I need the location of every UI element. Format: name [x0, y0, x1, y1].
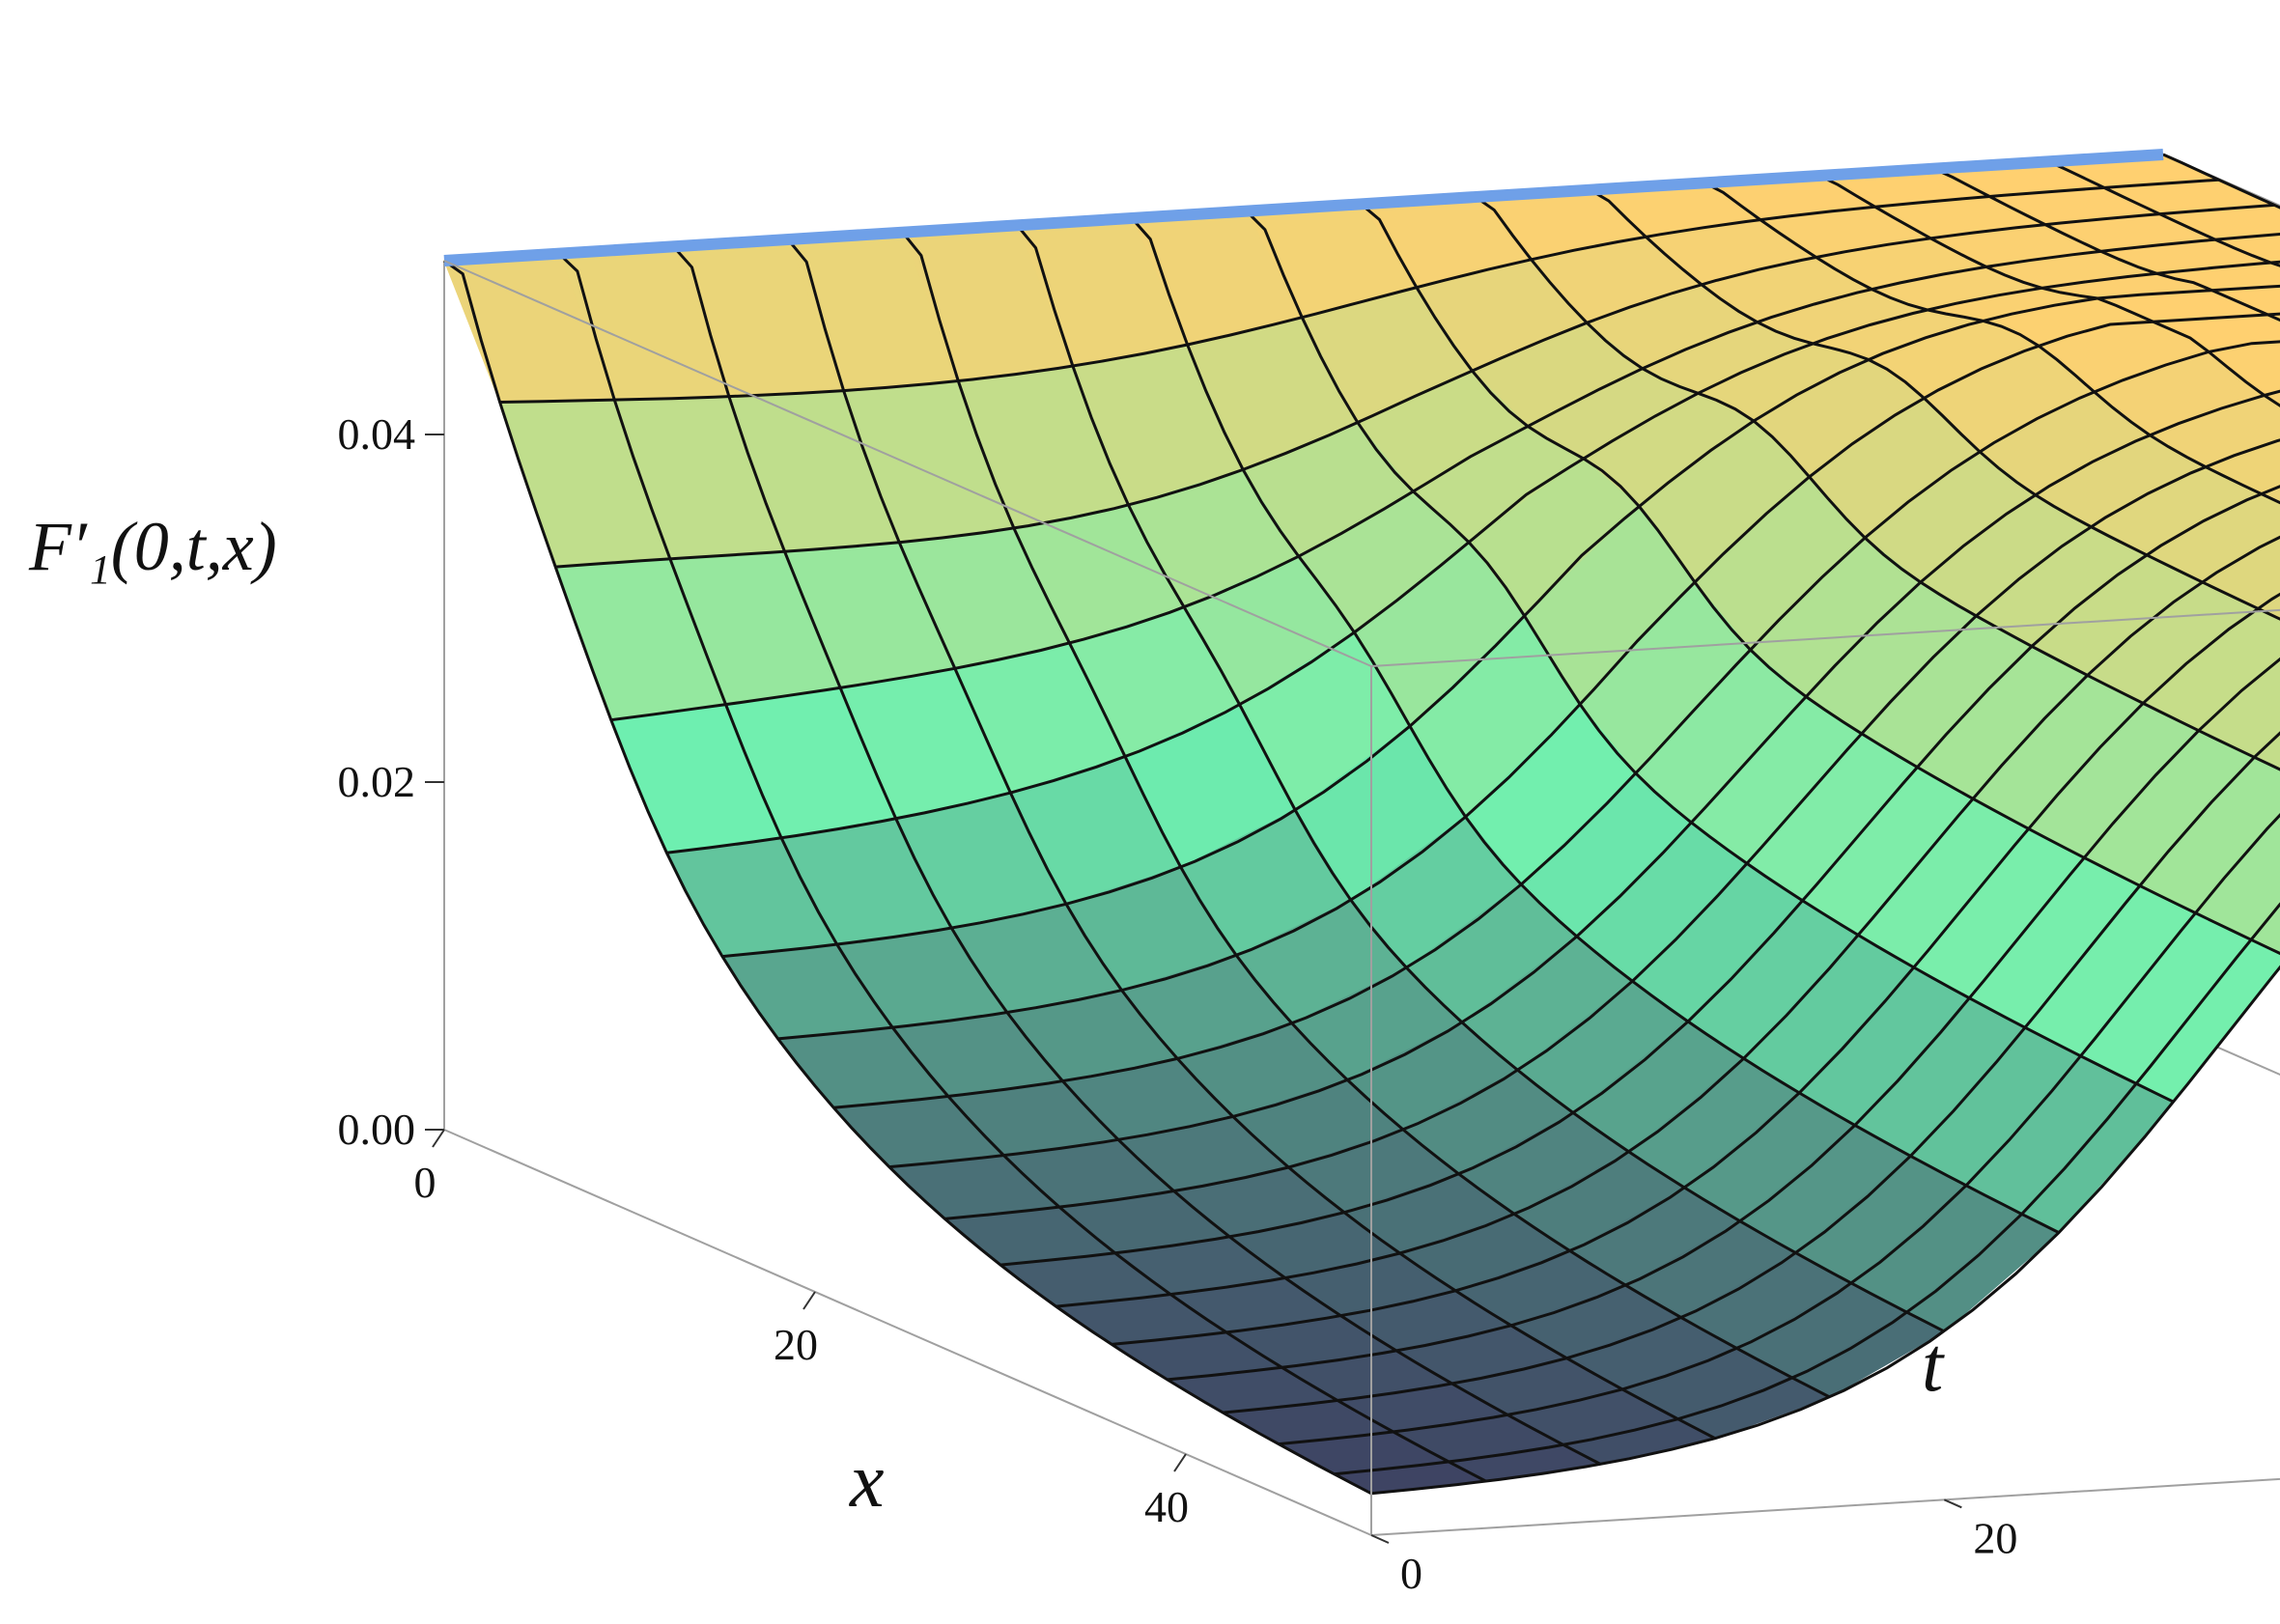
z-tick-label: 0.00	[338, 1105, 416, 1154]
box-edge	[443, 1129, 1372, 1536]
mesh-line-x	[1370, 965, 2280, 1496]
mesh-line-x	[1223, 731, 2280, 1414]
mesh-line-x	[888, 389, 2280, 1169]
mesh-line-t	[1703, 181, 2280, 505]
box-edge	[1370, 608, 2280, 667]
t-tick	[1370, 1534, 1390, 1544]
mesh-line-x	[777, 312, 2280, 1041]
mesh-line-x	[610, 233, 2280, 722]
t-tick-label: 0	[1400, 1549, 1422, 1598]
mesh-line-t	[1360, 203, 2280, 956]
mesh-line-x	[1167, 657, 2280, 1382]
mesh-line-x	[944, 438, 2280, 1220]
bounding-box-front	[443, 260, 2280, 1536]
surface-patch	[2253, 735, 2280, 770]
x-tick-label: 0	[414, 1158, 436, 1207]
z-tick-label: 0.02	[338, 757, 416, 806]
top-edge	[443, 149, 2164, 266]
mesh-line-t	[1016, 224, 1945, 1333]
x-tick	[432, 1129, 445, 1148]
t-axis-label: t	[1922, 1323, 1945, 1408]
surface-patch	[2259, 487, 2280, 504]
x-tick	[1173, 1453, 1187, 1472]
mesh-line-t	[901, 231, 1831, 1399]
mesh-line-x	[999, 485, 2280, 1267]
t-tick-label: 20	[1973, 1513, 2017, 1562]
mesh-line-x	[833, 340, 2280, 1109]
mesh-line-t	[1130, 217, 2060, 1234]
t-tick	[1943, 1498, 1962, 1509]
mesh-line-t	[1475, 195, 2280, 771]
z-axis-label: F′₁(0,t,x)	[28, 508, 277, 585]
mesh-line-x	[1334, 902, 2280, 1476]
mesh-line-x	[721, 284, 2280, 959]
mesh-line-x	[499, 178, 2219, 404]
mesh-line-t	[2047, 159, 2280, 267]
mesh-line-x	[555, 203, 2275, 569]
mesh-line-t	[1589, 188, 2280, 621]
surface-mesh	[443, 149, 2280, 1496]
x-tick	[802, 1291, 816, 1310]
surface	[443, 154, 2280, 1495]
mesh-line-t	[1818, 174, 2280, 407]
mesh-line-x	[1278, 813, 2280, 1446]
box-edge	[443, 260, 1372, 667]
mesh-line-x	[1112, 592, 2280, 1346]
mesh-line-x	[1056, 535, 2280, 1308]
x-tick-label: 20	[774, 1320, 818, 1369]
axis-labels: F′₁(0,t,x) x t	[28, 508, 1945, 1524]
mesh-line-t	[672, 245, 1601, 1466]
mesh-line-t	[1245, 210, 2175, 1104]
mesh-line-t	[786, 238, 1716, 1441]
x-axis-label: x	[849, 1439, 885, 1524]
box-edge	[1370, 1477, 2280, 1536]
mesh-line-x	[666, 260, 2280, 854]
surface-patch	[2256, 595, 2280, 620]
x-tick-label: 40	[1144, 1482, 1189, 1531]
mesh-line-t	[557, 252, 1487, 1483]
mesh-line-t	[443, 259, 1372, 1496]
z-tick-label: 0.04	[338, 409, 416, 459]
mesh-line-t	[1933, 167, 2280, 322]
axis-ticks: 0.000.020.04020400204060	[338, 409, 2018, 1598]
